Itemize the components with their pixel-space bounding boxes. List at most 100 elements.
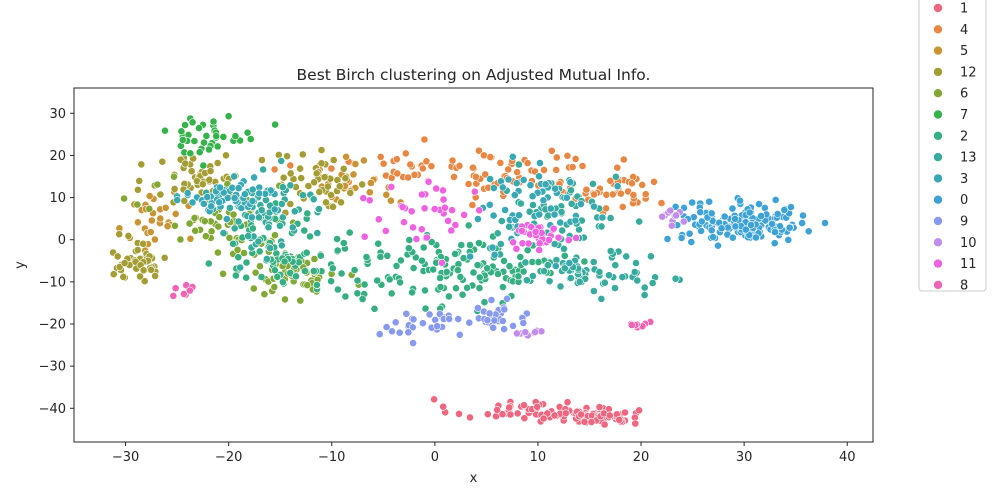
- data-point-cluster-0: [787, 203, 795, 211]
- data-point-cluster-12: [206, 167, 215, 175]
- data-point-cluster-6: [153, 180, 162, 189]
- data-point-cluster-13: [595, 267, 604, 276]
- data-point-cluster-4: [523, 159, 532, 167]
- data-point-cluster-1: [587, 418, 596, 426]
- data-point-cluster-13: [298, 191, 307, 200]
- data-point-cluster-3: [508, 152, 517, 161]
- data-point-cluster-3: [486, 175, 494, 183]
- data-point-cluster-4: [547, 146, 556, 155]
- data-point-cluster-2: [483, 264, 492, 273]
- data-point-cluster-12: [133, 185, 142, 194]
- data-point-cluster-7: [246, 135, 255, 143]
- data-point-cluster-12: [137, 160, 146, 169]
- data-point-cluster-0: [785, 223, 794, 232]
- data-point-cluster-1: [506, 410, 515, 419]
- data-point-cluster-2: [514, 272, 523, 281]
- data-point-cluster-4: [606, 176, 615, 185]
- data-point-cluster-11: [535, 239, 544, 248]
- legend-marker: [933, 88, 943, 98]
- data-point-cluster-1: [635, 406, 643, 415]
- data-point-cluster-3: [488, 243, 497, 252]
- data-point-cluster-3: [489, 184, 498, 192]
- data-point-cluster-6: [133, 200, 142, 209]
- data-point-cluster-11: [365, 196, 374, 205]
- x-tick-label: 20: [633, 450, 650, 465]
- data-point-cluster-1: [466, 413, 474, 422]
- data-point-cluster-3: [526, 181, 535, 190]
- data-point-cluster-11: [359, 194, 368, 203]
- data-point-cluster-5: [145, 192, 154, 200]
- data-point-cluster-4: [422, 157, 431, 166]
- data-point-cluster-5: [366, 179, 375, 187]
- data-point-cluster-11: [432, 184, 441, 193]
- data-point-cluster-4: [602, 204, 610, 213]
- data-point-cluster-0: [714, 241, 722, 250]
- data-point-cluster-2: [466, 241, 474, 249]
- data-point-cluster-3: [566, 178, 575, 187]
- legend-label: 4: [960, 23, 968, 38]
- data-point-cluster-9: [445, 314, 454, 323]
- data-point-cluster-5: [133, 218, 142, 227]
- legend-marker: [933, 194, 943, 205]
- data-point-cluster-13: [612, 172, 620, 181]
- data-point-cluster-4: [638, 180, 647, 189]
- data-point-cluster-12: [205, 175, 214, 184]
- data-point-cluster-12: [147, 265, 155, 274]
- legend-label: 8: [960, 278, 968, 293]
- data-point-cluster-0: [804, 227, 813, 236]
- legend-label: 12: [960, 65, 977, 80]
- data-point-cluster-10: [672, 211, 680, 220]
- data-point-cluster-0: [688, 198, 697, 207]
- data-point-cluster-11: [412, 235, 421, 243]
- legend-marker: [933, 280, 943, 290]
- data-point-cluster-13: [540, 267, 548, 276]
- data-point-cluster-4: [468, 163, 477, 172]
- data-point-cluster-1: [493, 405, 501, 414]
- data-point-cluster-13: [561, 264, 569, 273]
- data-point-cluster-11: [440, 203, 449, 212]
- data-point-cluster-3: [565, 259, 574, 267]
- data-point-cluster-6: [270, 231, 279, 240]
- data-point-cluster-1: [492, 412, 500, 421]
- data-point-cluster-12: [298, 150, 307, 159]
- data-point-cluster-4: [427, 162, 436, 171]
- data-point-cluster-13: [605, 271, 613, 280]
- data-point-cluster-13: [277, 241, 286, 250]
- data-point-cluster-1: [621, 408, 629, 417]
- data-point-cluster-0: [687, 238, 696, 246]
- data-point-cluster-0: [752, 233, 760, 242]
- data-point-cluster-7: [212, 132, 221, 140]
- data-point-cluster-13: [550, 240, 559, 248]
- data-point-cluster-5: [147, 216, 156, 225]
- data-point-cluster-4: [582, 185, 591, 194]
- y-tick-label: −30: [39, 360, 66, 375]
- data-point-cluster-4: [404, 173, 412, 182]
- data-point-cluster-0: [697, 226, 705, 235]
- data-point-cluster-4: [602, 190, 611, 199]
- data-point-cluster-11: [524, 239, 533, 248]
- data-point-cluster-12: [310, 178, 318, 187]
- data-point-cluster-13: [266, 244, 274, 253]
- data-point-cluster-6: [191, 226, 200, 235]
- data-point-cluster-12: [327, 191, 335, 199]
- data-point-cluster-1: [615, 415, 624, 424]
- data-point-cluster-12: [346, 188, 355, 197]
- data-point-cluster-2: [242, 258, 251, 267]
- data-point-cluster-0: [663, 235, 672, 243]
- data-point-cluster-13: [544, 211, 553, 220]
- data-point-cluster-2: [301, 267, 309, 275]
- legend-label: 9: [960, 215, 968, 230]
- data-point-cluster-7: [219, 132, 228, 141]
- data-point-cluster-4: [619, 155, 628, 164]
- data-point-cluster-6: [251, 268, 260, 277]
- data-point-cluster-0: [705, 197, 714, 206]
- data-point-cluster-12: [140, 277, 149, 286]
- data-point-cluster-12: [296, 164, 304, 173]
- data-point-cluster-2: [229, 239, 237, 248]
- data-point-cluster-11: [475, 206, 484, 215]
- data-point-cluster-2: [373, 276, 382, 285]
- data-point-cluster-12: [317, 146, 326, 154]
- y-tick-label: 30: [49, 107, 66, 122]
- data-point-cluster-3: [515, 211, 523, 220]
- data-point-cluster-5: [359, 156, 368, 165]
